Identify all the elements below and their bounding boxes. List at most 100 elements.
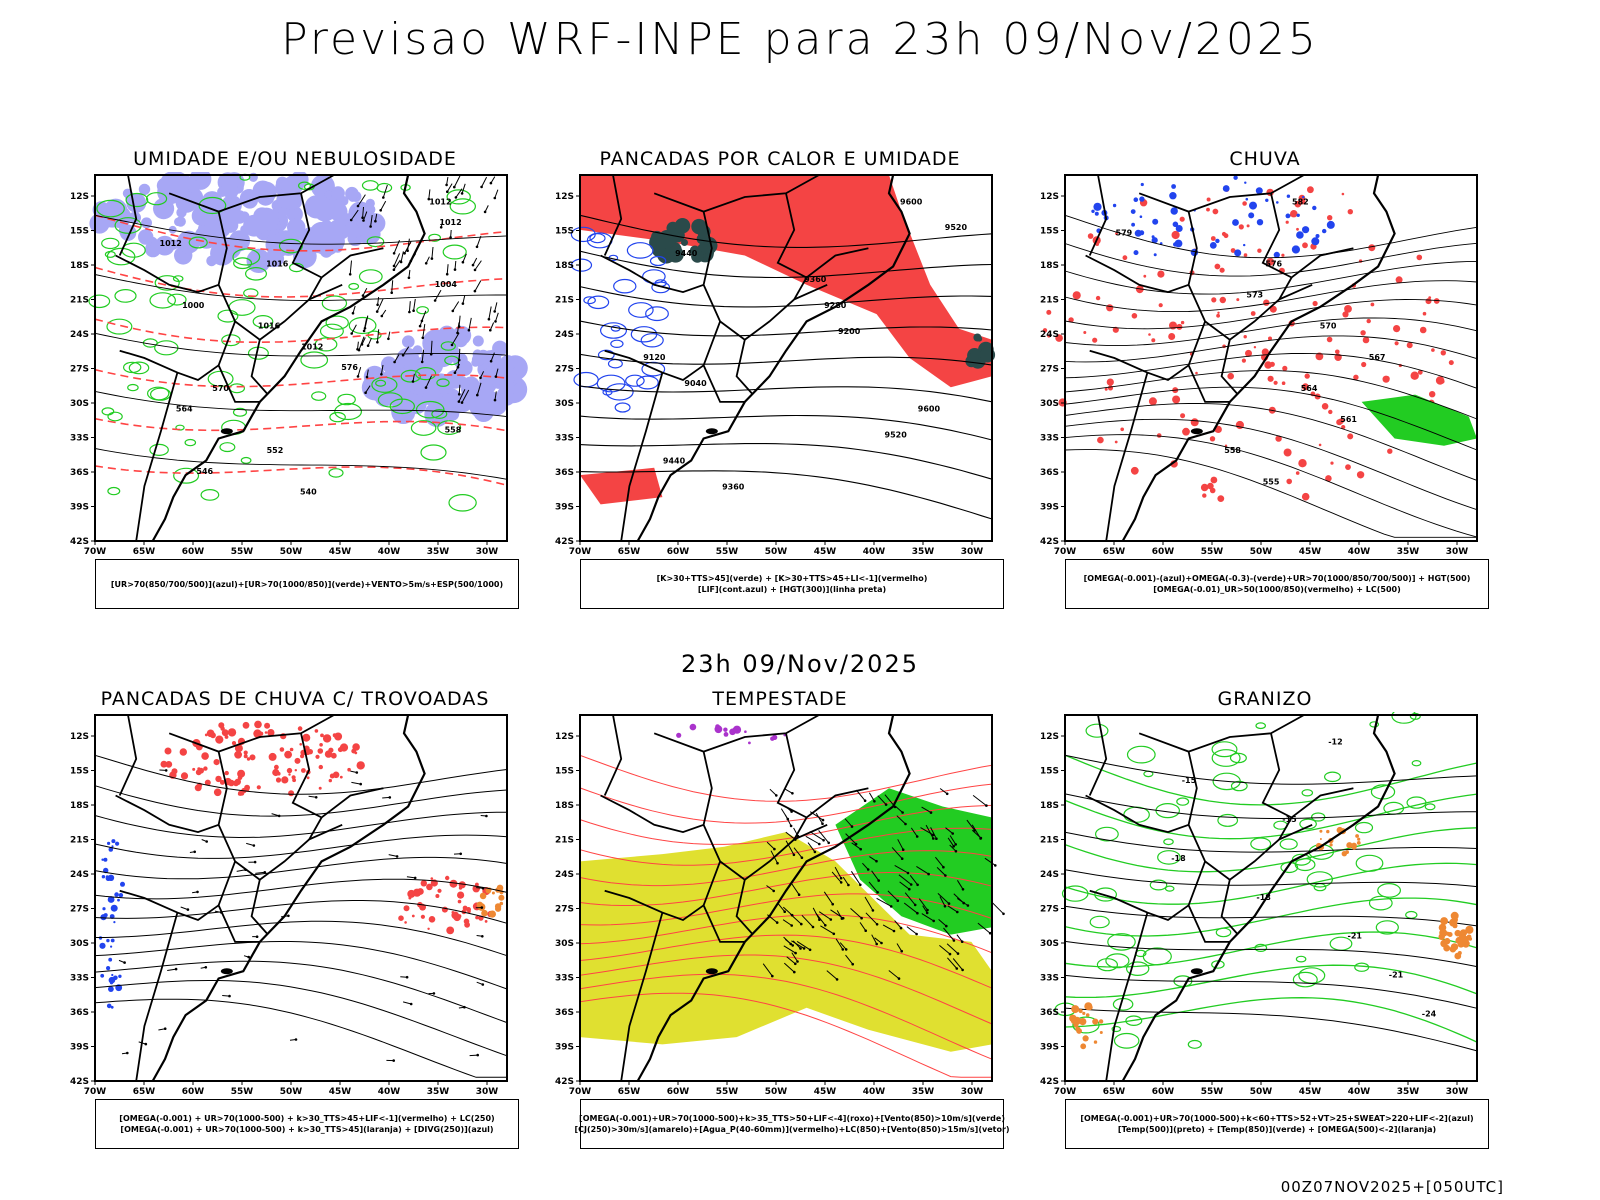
lat-tick-label: 12S <box>1040 732 1059 742</box>
shade-dot <box>256 785 261 790</box>
wind-arrow-head <box>904 822 907 826</box>
shade-dot <box>1134 229 1142 237</box>
isoline <box>1064 335 1478 363</box>
wind-arrow-head <box>407 276 411 280</box>
shade-dot <box>1461 934 1467 940</box>
shade-dot <box>246 757 251 761</box>
shade-dot <box>1133 197 1139 202</box>
wind-arrow <box>972 795 987 806</box>
wind-arrow-head <box>451 309 455 313</box>
contour <box>610 339 624 348</box>
jet-yellow <box>580 832 992 1052</box>
wind-arrow-head <box>916 911 919 915</box>
shade-dot <box>258 731 264 736</box>
panel-granizo: GRANIZO -12 -15 -15 -18 -18 -21 -21 -24 12S 15S 18… <box>1025 688 1505 1163</box>
shade-dot <box>175 191 198 213</box>
contour <box>1094 826 1119 842</box>
wind-arrow <box>898 874 912 885</box>
legend-line: [OMEGA(-0.001)+UR>70(1000-500)+k<60+TTS>… <box>1080 1114 1474 1123</box>
lon-tick-label: 45W <box>1299 547 1322 557</box>
wind-arrow-head <box>821 818 825 822</box>
wind-arrow-head <box>356 375 360 378</box>
wind-arrow-head <box>818 842 821 846</box>
lat-tick-label: 21S <box>1040 296 1059 306</box>
wind-arrow-head <box>775 794 778 797</box>
wind-arrow <box>394 354 400 363</box>
lon-axis: 70W 65W 60W 55W 50W 45W 40W 35W 30W <box>1054 541 1468 557</box>
lon-tick-label: 70W <box>569 1087 592 1097</box>
shade-dot <box>1114 440 1118 444</box>
border-line <box>250 339 269 396</box>
shade-dot <box>1286 478 1292 485</box>
contour <box>145 192 168 206</box>
lat-tick-label: 42S <box>70 537 89 547</box>
shade-dot <box>206 729 215 738</box>
lat-tick-label: 18S <box>555 801 574 811</box>
shade-dot <box>126 193 147 213</box>
wind-arrow-head <box>771 974 774 978</box>
shade-dot <box>976 336 983 342</box>
shade-dot <box>1195 371 1198 375</box>
shade-dot <box>1172 395 1181 404</box>
contour <box>1123 806 1150 823</box>
shade-dot <box>1180 413 1186 419</box>
shade-dot <box>101 858 104 861</box>
wind-arrow-head <box>174 967 178 971</box>
shade-dot <box>475 915 479 920</box>
wind-arrow <box>430 340 433 355</box>
lon-tick-label: 30W <box>961 1087 984 1097</box>
isoline <box>1064 317 1478 347</box>
shade-dot <box>1281 253 1285 257</box>
shade-dot <box>1327 215 1333 221</box>
border-line <box>291 193 384 279</box>
contour-label: -18 <box>1256 893 1271 902</box>
shade-dot <box>330 752 337 759</box>
shade-dot <box>1215 238 1220 244</box>
lat-tick-label: 18S <box>1040 801 1059 811</box>
shade-dot <box>689 723 697 731</box>
wind-arrow <box>357 194 366 207</box>
lat-tick-label: 33S <box>1040 434 1059 444</box>
shade-dot <box>242 721 250 729</box>
lon-tick-label: 40W <box>863 1087 886 1097</box>
contour <box>1279 838 1298 850</box>
coastline <box>1121 174 1396 542</box>
shade-dot <box>1055 334 1063 342</box>
wind-arrow <box>393 259 401 270</box>
wind-arrow <box>796 940 811 951</box>
wind-arrow-head <box>401 353 405 357</box>
shade-dot <box>1273 251 1280 258</box>
wind-arrow-head <box>483 210 487 214</box>
wind-arrow-head <box>247 955 250 959</box>
isolines <box>1064 214 1478 538</box>
contour <box>1176 797 1190 806</box>
shade-dot <box>457 891 465 899</box>
border-line <box>1187 861 1230 943</box>
shade-dot <box>1263 299 1270 306</box>
shade-dot <box>1151 237 1158 244</box>
shade-dot <box>118 893 124 898</box>
shade-dot <box>667 246 684 263</box>
contour-label: 582 <box>1292 197 1309 206</box>
border-line <box>250 879 269 936</box>
wind-arrow-head <box>841 948 845 951</box>
isoline <box>94 998 507 1078</box>
contour <box>128 361 150 375</box>
wind-arrow <box>936 867 946 876</box>
shade-dot <box>110 945 113 948</box>
shade-dot <box>264 731 268 734</box>
contour-label: 1012 <box>429 197 451 206</box>
shade-dot <box>286 767 293 774</box>
shade-dot <box>1082 1011 1086 1015</box>
wind-arrow-head <box>835 978 839 981</box>
shade-dot <box>201 752 209 760</box>
wind-arrow <box>834 866 842 879</box>
shade-dot <box>1370 302 1375 307</box>
wind-arrow <box>428 189 431 200</box>
border-line <box>702 321 745 403</box>
shade-dot <box>1285 220 1289 224</box>
shade-dot <box>494 903 502 910</box>
wind-arrow <box>462 253 467 263</box>
shade-dot <box>160 760 168 768</box>
shade-dot <box>1312 300 1318 307</box>
